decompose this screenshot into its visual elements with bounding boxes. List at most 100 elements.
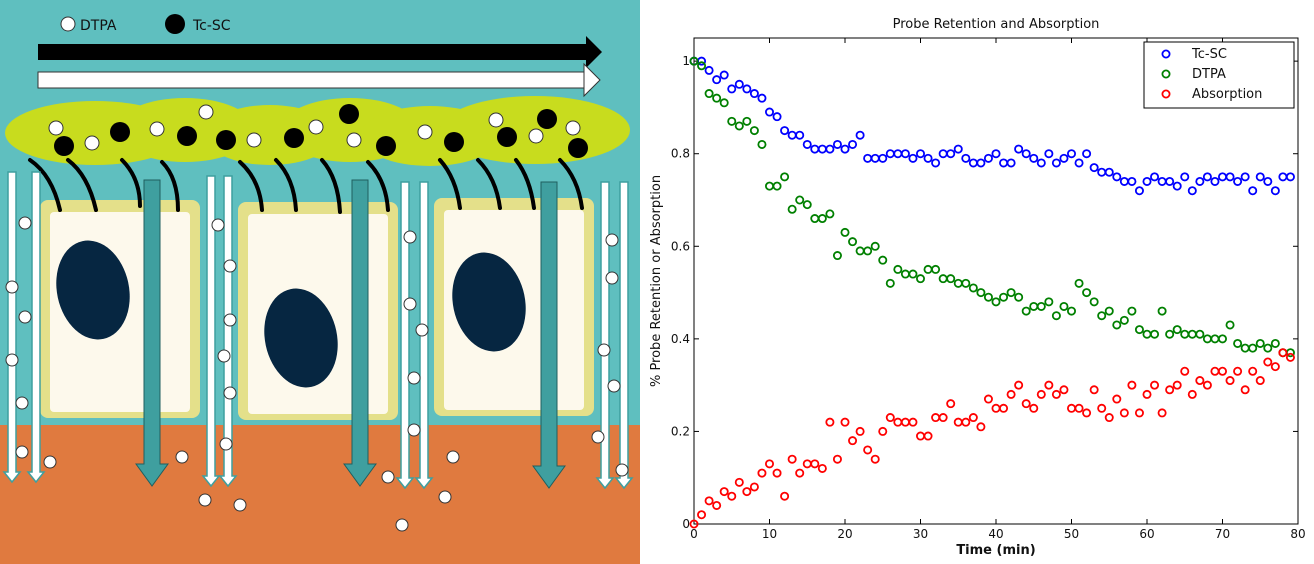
mucus-particles (48, 104, 588, 158)
data-point-dtpa (1006, 288, 1016, 298)
data-point-tc-sc (1112, 172, 1122, 182)
data-point-absorption (999, 403, 1009, 413)
data-point-absorption (908, 417, 918, 427)
data-point-tc-sc (931, 158, 941, 168)
data-point-absorption (885, 413, 895, 423)
data-point-absorption (1150, 380, 1160, 390)
x-tick-label: 20 (837, 527, 852, 541)
data-point-dtpa (1157, 306, 1167, 316)
data-point-tc-sc (1202, 172, 1212, 182)
data-point-dtpa (915, 274, 925, 284)
x-tick-label: 60 (1139, 527, 1154, 541)
data-point-tc-sc (1172, 181, 1182, 191)
data-point-tc-sc (908, 153, 918, 163)
y-tick-label: 0.8 (671, 147, 690, 161)
x-tick-label: 30 (913, 527, 928, 541)
data-point-absorption (1255, 376, 1265, 386)
data-point-dtpa (1233, 338, 1243, 348)
data-point-absorption (1036, 389, 1046, 399)
absorbed-dtpa-particles (5, 216, 629, 532)
cell-1-nucleus (56, 240, 130, 340)
data-point-absorption (923, 431, 933, 441)
data-point-dtpa (999, 292, 1009, 302)
data-point-absorption (825, 417, 835, 427)
data-point-tc-sc (946, 149, 956, 159)
data-point-dtpa (976, 288, 986, 298)
legend-tcsc-symbol (165, 14, 185, 34)
data-point-tc-sc (727, 84, 737, 94)
data-point-tc-sc (1014, 144, 1024, 154)
data-point-tc-sc (983, 153, 993, 163)
data-point-absorption (1195, 376, 1205, 386)
data-point-absorption (1006, 389, 1016, 399)
data-point-tc-sc (1089, 163, 1099, 173)
data-point-tc-sc (900, 149, 910, 159)
epithelial-cells (40, 198, 594, 420)
y-tick-label: 0.6 (671, 239, 690, 253)
absorption-diagram: DTPA Tc-SC (0, 0, 640, 564)
data-point-dtpa (908, 269, 918, 279)
data-point-tc-sc (1104, 167, 1114, 177)
data-point-absorption (1248, 366, 1258, 376)
data-point-tc-sc (1142, 176, 1152, 186)
data-point-tc-sc (1074, 158, 1084, 168)
data-point-absorption (712, 500, 722, 510)
data-point-dtpa (1195, 329, 1205, 339)
data-point-tc-sc (825, 144, 835, 154)
data-point-dtpa (1218, 334, 1228, 344)
legend-label: Tc-SC (1191, 47, 1227, 62)
legend-label: DTPA (1192, 67, 1226, 82)
data-point-absorption (1285, 352, 1295, 362)
data-point-dtpa (1112, 320, 1122, 330)
data-point-dtpa (802, 200, 812, 210)
data-point-absorption (749, 482, 759, 492)
data-point-absorption (840, 417, 850, 427)
data-point-tc-sc (1036, 158, 1046, 168)
data-point-dtpa (727, 116, 737, 126)
data-point-absorption (1051, 389, 1061, 399)
x-tick-label: 0 (690, 527, 698, 541)
plot-area (693, 37, 1299, 525)
data-point-absorption (1059, 385, 1069, 395)
cell-3-nucleus (452, 252, 526, 352)
data-point-dtpa (863, 246, 873, 256)
data-point-tc-sc (1233, 176, 1243, 186)
data-point-absorption (810, 459, 820, 469)
data-point-absorption (938, 413, 948, 423)
data-point-tc-sc (795, 130, 805, 140)
data-point-absorption (848, 436, 858, 446)
data-point-dtpa (1150, 329, 1160, 339)
data-point-absorption (704, 496, 714, 506)
data-point-dtpa (1036, 301, 1046, 311)
data-point-tc-sc (1082, 149, 1092, 159)
legend-marker (1161, 89, 1171, 99)
data-point-tc-sc (1285, 172, 1295, 182)
data-point-dtpa (704, 89, 714, 99)
data-point-absorption (1029, 403, 1039, 413)
data-point-absorption (1240, 385, 1250, 395)
legend-label: Absorption (1192, 87, 1262, 102)
data-point-tc-sc (832, 139, 842, 149)
data-point-dtpa (1104, 306, 1114, 316)
data-point-absorption (727, 491, 737, 501)
data-point-tc-sc (1051, 158, 1061, 168)
data-point-dtpa (757, 139, 767, 149)
data-point-absorption (1112, 394, 1122, 404)
legend-dtpa-label: DTPA (80, 18, 117, 34)
data-point-tc-sc (1248, 186, 1258, 196)
data-point-tc-sc (855, 130, 865, 140)
data-point-dtpa (1059, 301, 1069, 311)
x-axis-label: Time (min) (956, 543, 1035, 558)
data-point-dtpa (1082, 288, 1092, 298)
data-point-tc-sc (1066, 149, 1076, 159)
data-point-tc-sc (1187, 186, 1197, 196)
data-point-dtpa (968, 283, 978, 293)
data-point-absorption (795, 468, 805, 478)
data-point-tc-sc (1255, 172, 1265, 182)
data-point-dtpa (870, 241, 880, 251)
data-point-absorption (1187, 389, 1197, 399)
data-point-tc-sc (802, 139, 812, 149)
data-point-tc-sc (1150, 172, 1160, 182)
data-point-absorption (1278, 348, 1288, 358)
data-point-tc-sc (840, 144, 850, 154)
